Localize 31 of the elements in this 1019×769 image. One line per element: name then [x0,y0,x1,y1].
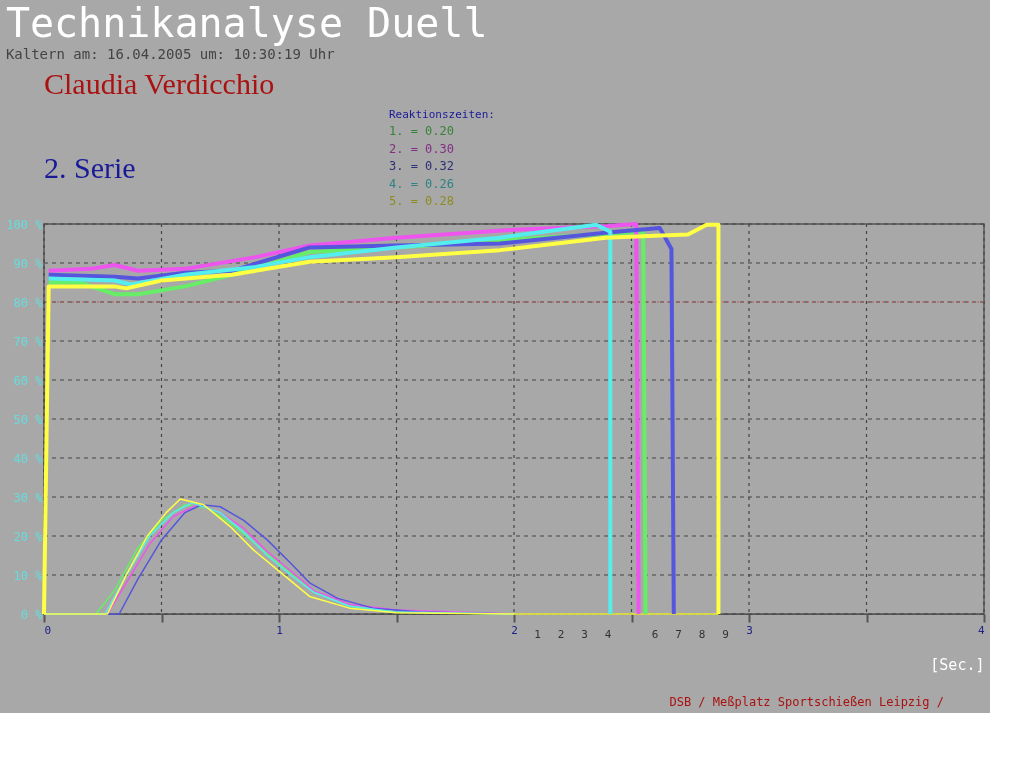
x-tick-label: 2 [511,623,518,637]
chart-subtitle: Kaltern am: 16.04.2005 um: 10:30:19 Uhr [5,46,335,62]
y-tick-label: 100 % [6,217,44,232]
y-tick-label: 30 % [13,490,44,505]
text: Claudia Verdicchio [44,67,275,100]
text: 6 [651,628,659,641]
text: 9 [722,628,729,641]
text: 4. = 0.26 [389,176,455,191]
y-tick-label: 90 % [13,256,44,271]
text: 3. = 0.32 [389,159,455,173]
y-tick-label: 20 % [13,529,44,544]
x-tick-label: 0 [44,623,52,637]
text: 2. Serie [44,151,136,184]
y-tick-label: 60 % [13,373,44,388]
x-tick-label: 3 [746,623,753,637]
x-axis-title: [Sec.] [930,655,985,674]
text: 1. = 0.20 [389,124,455,138]
x-tick-label: 4 [977,623,985,637]
x-tick-label: 1 [276,623,283,637]
y-tick-label: 70 % [13,334,44,349]
text: 8 [698,628,706,641]
y-tick-label: 10 % [13,568,44,583]
text: 7 [675,628,682,641]
text: DSB / Meßplatz Sportschießen Leipzig / [669,695,944,709]
y-tick-label: 80 % [13,295,44,310]
text: 2. = 0.30 [389,141,455,156]
text: Reaktionszeiten: [389,108,495,121]
y-tick-label: 40 % [13,451,44,466]
y-tick-label: 0 % [20,607,44,622]
text: 5. = 0.28 [389,194,455,208]
y-tick-label: 50 % [13,412,44,427]
